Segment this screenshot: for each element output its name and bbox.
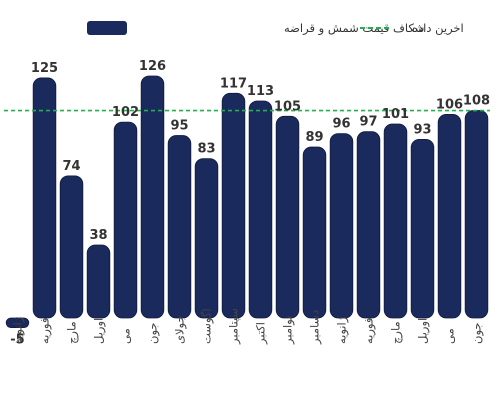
data-label-6: 126 <box>139 59 166 74</box>
bar-8 <box>194 158 219 319</box>
category-label-17: می <box>443 328 457 344</box>
data-label-10: 113 <box>247 84 274 99</box>
category-label-8: اگوست <box>200 308 215 344</box>
bar-14 <box>356 131 381 319</box>
legend-swatch-bar <box>87 21 127 35</box>
bar-15 <box>383 123 408 319</box>
category-label-16: اوریل <box>416 318 431 344</box>
bar-1 <box>5 317 30 329</box>
category-label-9: سپتامبر <box>227 308 242 345</box>
category-label-11: نوامبر <box>281 316 296 345</box>
category-label-10: اکتبر <box>254 322 269 345</box>
bar-10 <box>248 100 273 319</box>
bar-13 <box>329 133 354 319</box>
data-label-4: 38 <box>89 228 107 243</box>
bar-9 <box>221 92 246 319</box>
bar-6 <box>140 75 165 319</box>
category-label-15: مارچ <box>389 321 404 344</box>
data-label-7: 95 <box>170 119 188 134</box>
bar-3 <box>59 175 84 319</box>
bar-5 <box>113 121 138 319</box>
data-label-11: 105 <box>274 99 301 114</box>
data-label-5: 102 <box>112 105 139 120</box>
category-label-18: جون <box>470 323 485 345</box>
bars-group <box>5 75 489 329</box>
category-label-12: دسامبر <box>308 310 323 345</box>
data-label-1: -5 <box>10 333 24 348</box>
category-label-7: جولای <box>173 315 188 344</box>
legend-label-bar: شکاف قیمت شمش و قراضه <box>284 21 424 36</box>
data-label-9: 117 <box>220 76 247 91</box>
category-labels-group: ژانویه فوریه مارچ اوریل می جون جولای اگوست سپتام… <box>11 308 485 345</box>
category-label-2: فوریه <box>38 318 53 344</box>
data-label-16: 93 <box>413 122 431 137</box>
data-label-18: 108 <box>463 94 490 109</box>
data-label-15: 101 <box>382 107 409 122</box>
category-label-1: ژانویه <box>11 316 26 344</box>
bar-4 <box>86 244 111 319</box>
bar-16 <box>410 138 435 319</box>
category-label-4: اوریل <box>92 318 107 344</box>
bar-11 <box>275 115 300 319</box>
category-label-14: فوریه <box>362 318 377 344</box>
data-label-2: 125 <box>31 61 58 76</box>
bar-7 <box>167 135 192 319</box>
data-label-12: 89 <box>305 130 323 145</box>
data-label-17: 106 <box>436 97 463 112</box>
legend-label-reference: اخرین داده <box>412 21 464 36</box>
bar-2 <box>32 77 57 319</box>
bar-17 <box>437 114 462 319</box>
data-label-14: 97 <box>359 115 377 130</box>
data-label-8: 83 <box>197 142 215 157</box>
bar-12 <box>302 146 327 319</box>
data-label-13: 96 <box>332 117 350 132</box>
category-label-5: می <box>119 328 133 344</box>
category-label-6: جون <box>146 323 161 345</box>
data-label-3: 74 <box>62 159 80 174</box>
category-label-3: مارچ <box>65 321 80 344</box>
category-label-13: ژانویه <box>335 316 350 344</box>
bar-18 <box>464 110 489 319</box>
